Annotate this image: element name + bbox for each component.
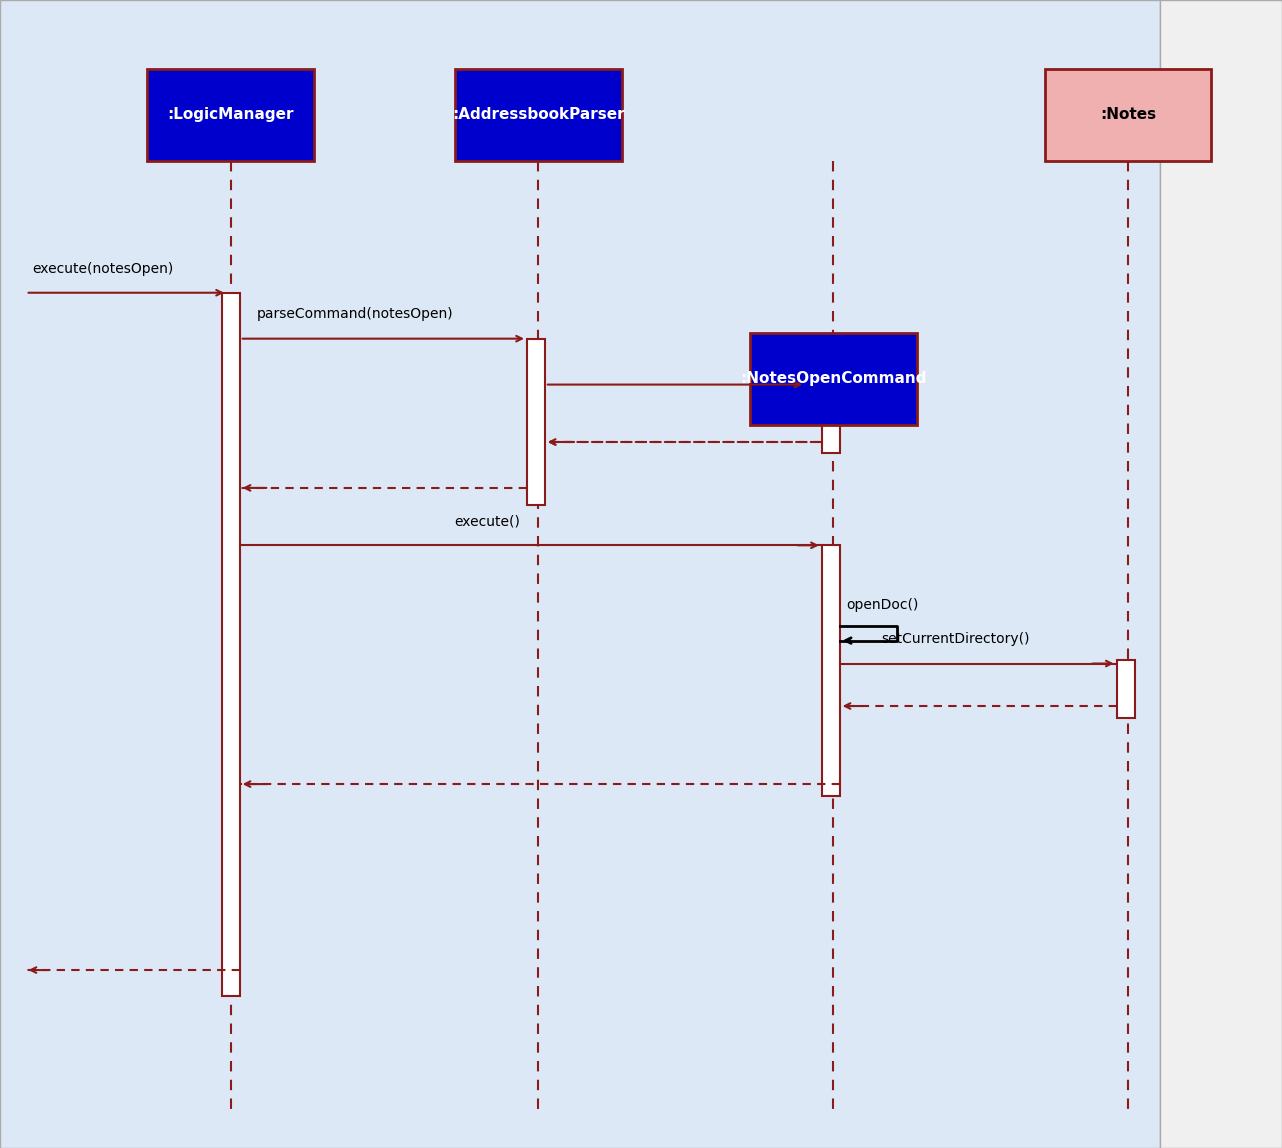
Bar — [1160, 0, 1282, 1148]
Text: parseCommand(notesOpen): parseCommand(notesOpen) — [256, 308, 453, 321]
Text: :LogicManager: :LogicManager — [168, 107, 294, 123]
Bar — [1117, 660, 1135, 718]
Bar — [822, 545, 840, 796]
Text: :NotesOpenCommand: :NotesOpenCommand — [740, 371, 927, 387]
Text: :AddressbookParser: :AddressbookParser — [453, 107, 624, 123]
Bar — [455, 69, 622, 161]
Bar — [750, 333, 917, 425]
Bar — [222, 293, 240, 996]
Text: setCurrentDirectory(): setCurrentDirectory() — [881, 633, 1029, 646]
Text: execute(notesOpen): execute(notesOpen) — [32, 262, 173, 276]
Bar — [147, 69, 314, 161]
Bar — [527, 339, 545, 505]
Text: openDoc(): openDoc() — [846, 598, 918, 612]
Text: execute(): execute() — [454, 514, 520, 528]
Bar — [822, 385, 840, 453]
Bar — [1045, 69, 1211, 161]
Text: :Notes: :Notes — [1100, 107, 1156, 123]
